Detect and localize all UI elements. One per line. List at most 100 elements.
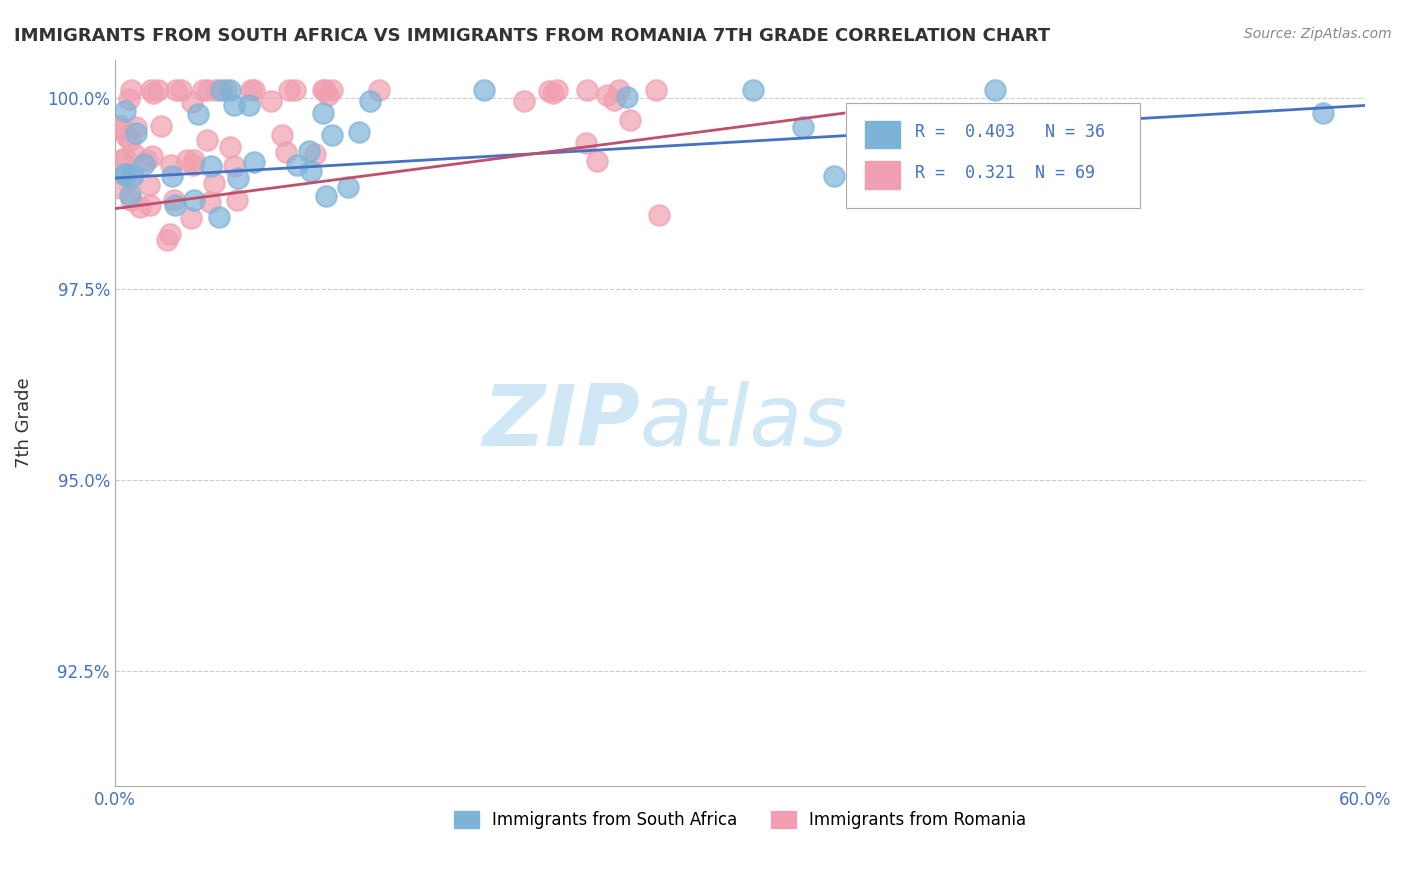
Point (984, 83, 1007, 97)
Point (259, 94, 281, 108)
Bar (865, 120, 900, 148)
Point (219, 140, 242, 154)
Point (138, 178, 160, 192)
Point (163, 198, 186, 212)
Point (162, 169, 184, 184)
Point (132, 157, 155, 171)
Point (128, 201, 150, 215)
Point (312, 83, 335, 97)
Point (574, 136, 596, 150)
Point (312, 106, 335, 120)
Point (176, 153, 198, 168)
Y-axis label: 7th Grade: 7th Grade (15, 377, 32, 468)
Point (616, 90, 638, 104)
Point (139, 83, 162, 97)
Point (202, 176, 225, 190)
Text: atlas: atlas (640, 381, 848, 464)
Text: R =  0.321  N = 69: R = 0.321 N = 69 (915, 164, 1095, 182)
Point (240, 83, 263, 97)
Point (120, 133, 142, 147)
Point (472, 83, 495, 97)
Point (314, 83, 336, 97)
Point (367, 83, 389, 97)
Point (336, 179, 359, 194)
Bar (865, 161, 900, 189)
Point (315, 189, 337, 203)
Point (120, 193, 142, 207)
Point (139, 198, 162, 212)
Point (170, 83, 193, 97)
Point (181, 158, 204, 172)
Point (122, 146, 145, 161)
Point (114, 104, 136, 119)
Point (920, 142, 942, 156)
Point (823, 169, 845, 183)
Point (205, 83, 228, 97)
Point (238, 97, 260, 112)
Point (125, 126, 148, 140)
Point (198, 195, 221, 210)
Point (200, 159, 222, 173)
Point (120, 170, 142, 185)
Point (209, 83, 232, 97)
Text: IMMIGRANTS FROM SOUTH AFRICA VS IMMIGRANTS FROM ROMANIA 7TH GRADE CORRELATION CH: IMMIGRANTS FROM SOUTH AFRICA VS IMMIGRAN… (14, 27, 1050, 45)
Text: ZIP: ZIP (482, 381, 640, 464)
Point (110, 122, 132, 136)
Point (276, 145, 298, 159)
Point (114, 168, 136, 182)
Point (115, 128, 138, 143)
Point (321, 83, 343, 97)
Point (120, 83, 142, 97)
Point (136, 153, 159, 167)
Point (110, 119, 132, 133)
Point (603, 93, 626, 107)
Point (619, 113, 641, 128)
Point (270, 128, 292, 142)
Point (546, 83, 568, 97)
Point (513, 95, 536, 109)
Point (278, 83, 301, 97)
Point (191, 83, 214, 97)
Point (575, 83, 598, 97)
Point (222, 160, 245, 174)
Point (159, 158, 181, 172)
Point (114, 151, 136, 165)
Point (163, 193, 186, 207)
Point (149, 119, 172, 133)
Point (541, 87, 564, 101)
Point (183, 193, 205, 207)
Point (197, 83, 219, 97)
Point (648, 208, 671, 222)
Point (142, 86, 165, 100)
Point (349, 125, 371, 139)
Point (607, 83, 630, 97)
Point (219, 83, 242, 97)
Point (180, 95, 202, 109)
Text: R =  0.403   N = 36: R = 0.403 N = 36 (915, 123, 1105, 141)
Point (359, 94, 381, 108)
Point (146, 83, 169, 97)
Point (110, 153, 132, 167)
Point (284, 83, 307, 97)
Point (243, 83, 266, 97)
Point (122, 168, 145, 182)
Point (183, 153, 205, 167)
Point (586, 154, 609, 169)
Point (120, 188, 142, 202)
Point (304, 147, 326, 161)
Point (180, 211, 202, 225)
Point (298, 145, 321, 159)
Point (195, 133, 218, 147)
Point (114, 167, 136, 181)
Point (141, 149, 163, 163)
Point (299, 164, 322, 178)
Point (645, 83, 668, 97)
Point (792, 120, 814, 135)
FancyBboxPatch shape (846, 103, 1140, 209)
Point (165, 83, 187, 97)
Point (285, 158, 308, 172)
Point (742, 83, 765, 97)
Point (187, 107, 209, 121)
Point (222, 98, 245, 112)
Point (159, 227, 181, 241)
